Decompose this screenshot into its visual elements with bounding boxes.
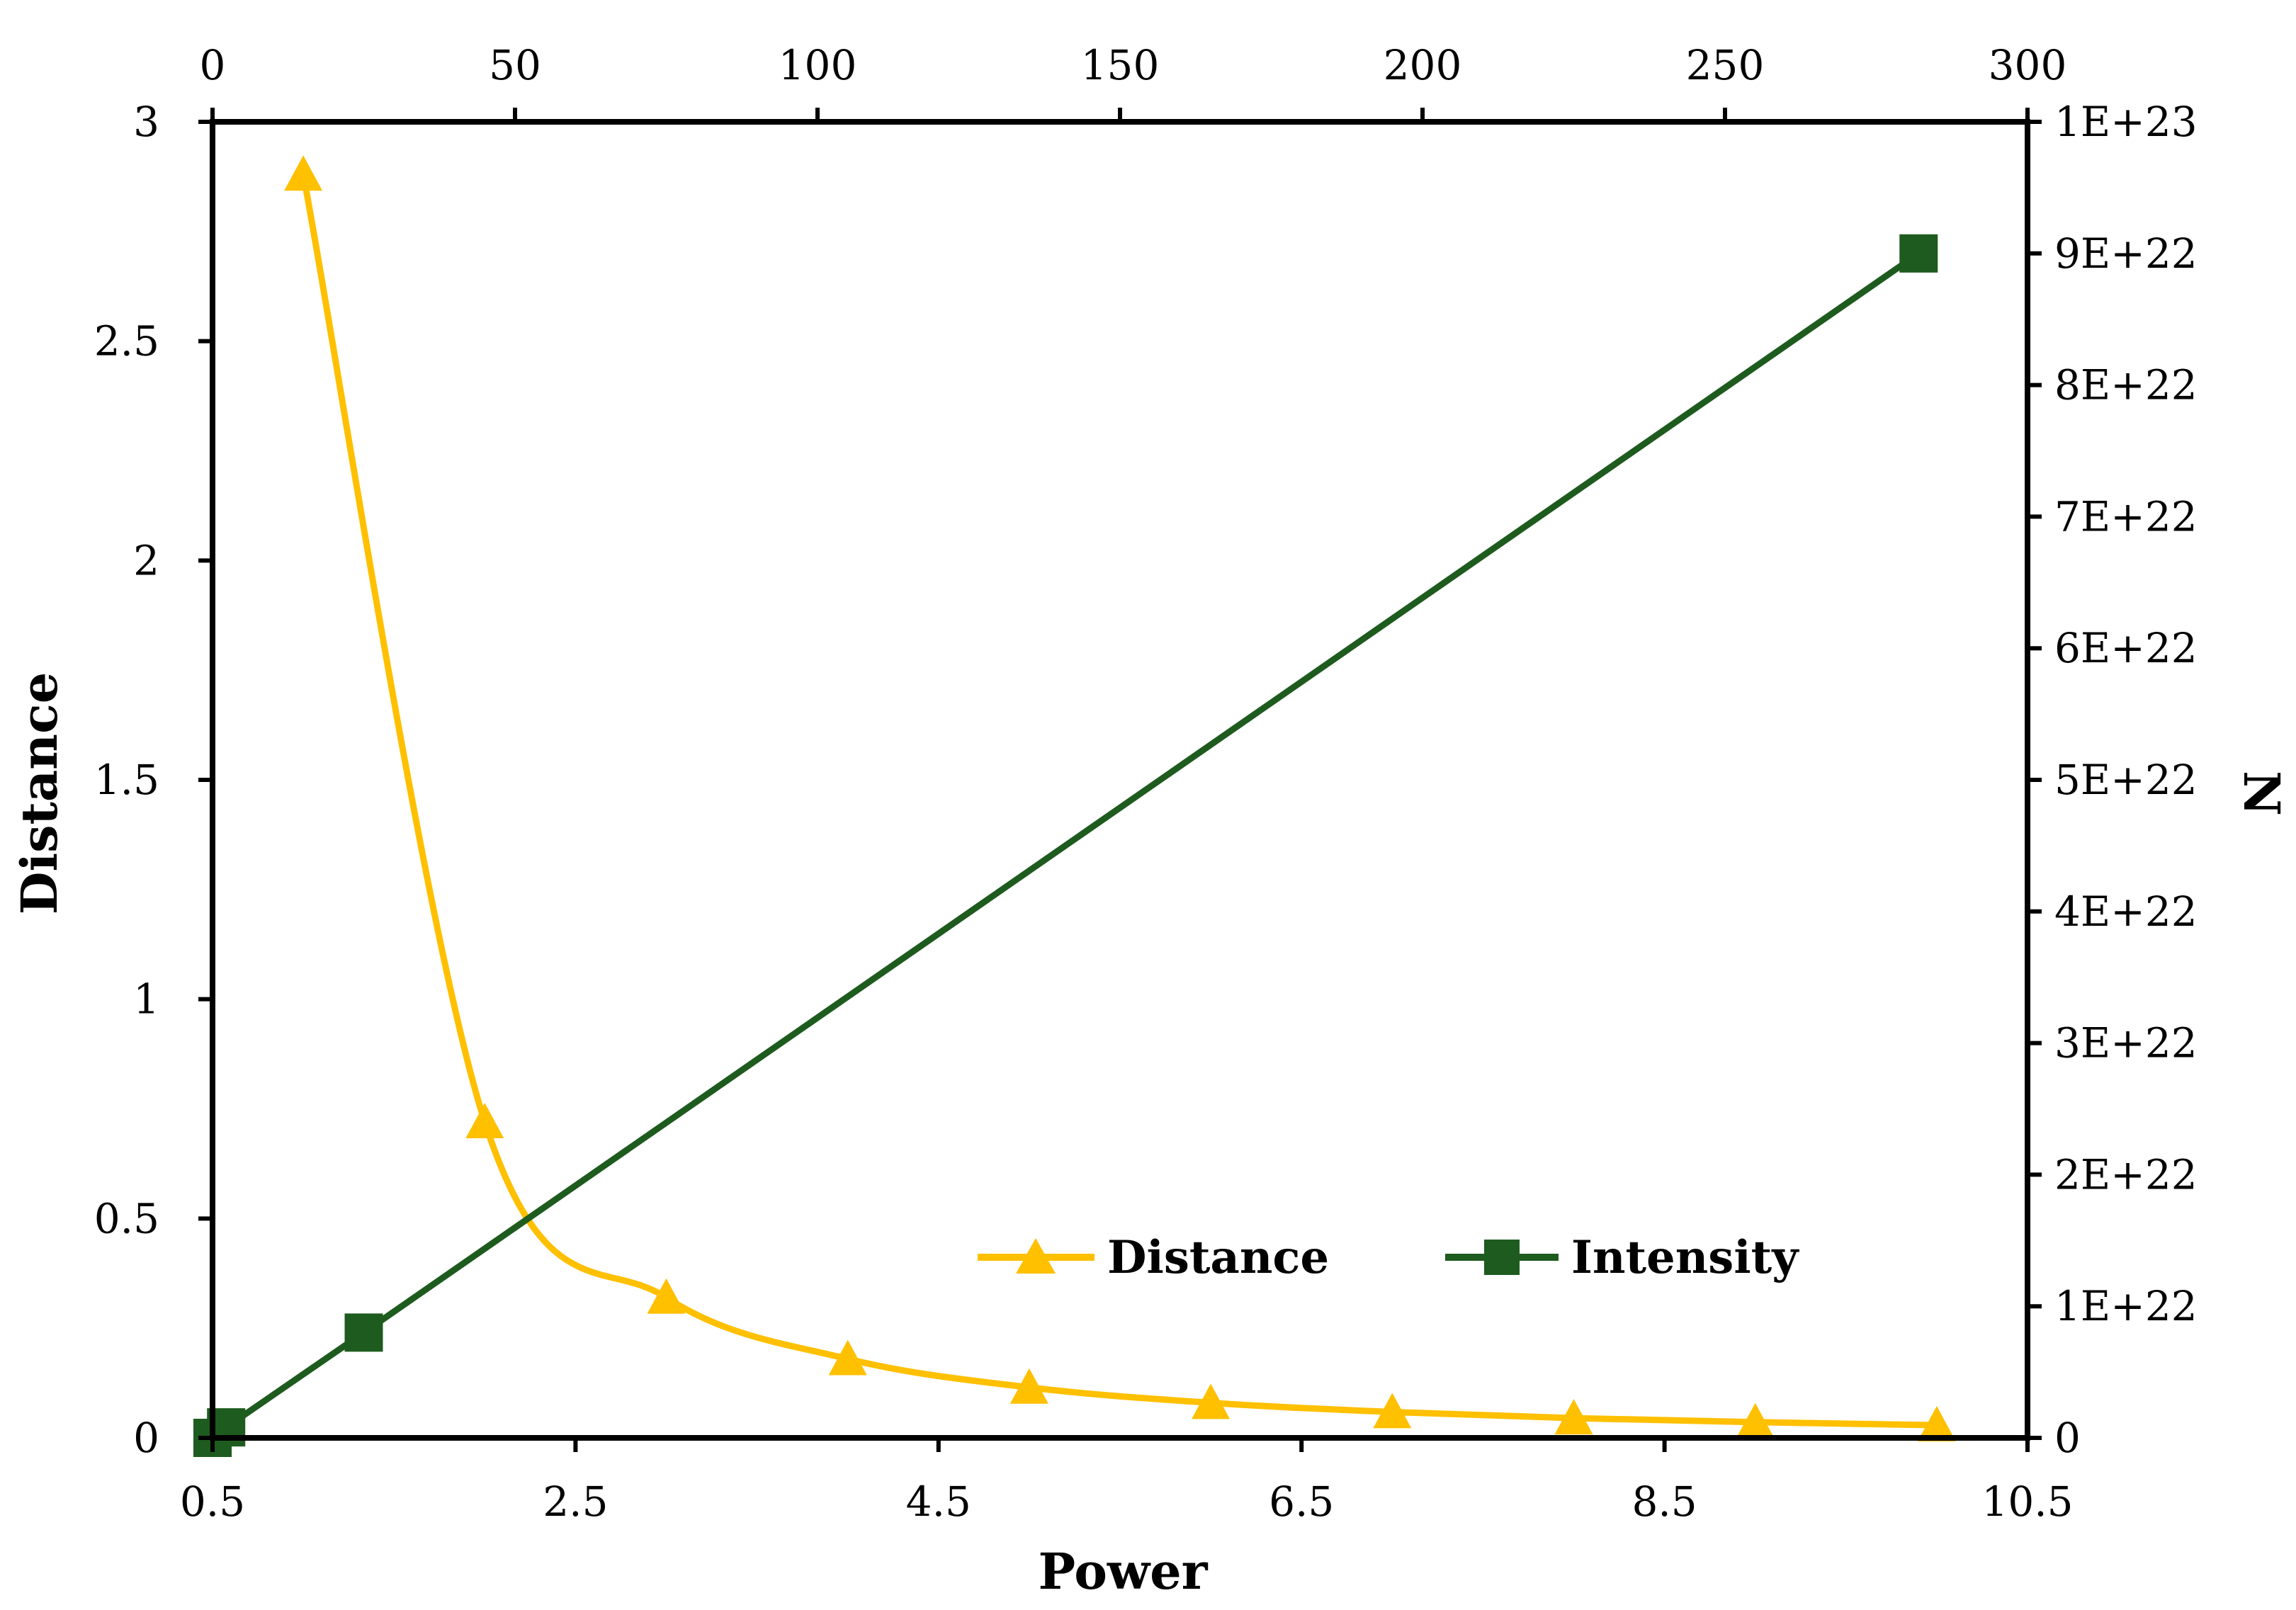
y-tick-label: 3: [133, 98, 159, 146]
y2-tick-label: 5E+22: [2054, 756, 2198, 804]
axes: 0.5 2.5 4.5 6.5 8.5 10.5 0 50 100 150 200 250 300 0 0.…: [94, 41, 2198, 1526]
y-tick-label: 2: [133, 536, 159, 584]
y2-tick-label: 6E+22: [2054, 624, 2198, 672]
x-tick-label: 2.5: [543, 1478, 608, 1526]
data-point-distance: [1373, 1393, 1412, 1429]
x-tick-label: 6.5: [1269, 1478, 1334, 1526]
y2-tick-label: 3E+22: [2054, 1019, 2198, 1067]
data-point-distance: [284, 155, 323, 191]
legend: Distance Intensity: [978, 1231, 1799, 1284]
y-tick-label: 2.5: [94, 317, 159, 365]
series-line-distance: [300, 171, 1940, 1429]
legend-label-intensity: Intensity: [1571, 1231, 1799, 1284]
legend-label-distance: Distance: [1107, 1231, 1329, 1284]
y2-tick-label: 8E+22: [2054, 361, 2198, 409]
x-axis-title: Power: [1038, 1542, 1208, 1601]
x2-tick-label: 0: [200, 41, 226, 89]
y2-axis-title: N: [2232, 771, 2291, 816]
data-point-distance: [465, 1103, 504, 1139]
y2-tick-label: 1E+23: [2054, 98, 2198, 146]
y2-tick-label: 0: [2054, 1414, 2081, 1462]
x-tick-label: 0.5: [180, 1478, 245, 1526]
y-tick-label: 0: [133, 1414, 159, 1462]
y2-tick-label: 4E+22: [2054, 888, 2198, 936]
y-tick-label: 0.5: [94, 1194, 159, 1242]
x2-tick-label: 150: [1081, 41, 1160, 89]
data-point-distance: [1736, 1402, 1775, 1439]
y2-tick-label: 7E+22: [2054, 492, 2198, 540]
data-point-distance: [1554, 1399, 1593, 1435]
data-point-distance: [1010, 1368, 1048, 1404]
y-tick-label: 1.5: [94, 756, 159, 804]
y-axis-title: Distance: [10, 672, 69, 914]
data-point-distance: [828, 1339, 867, 1376]
x-tick-label: 10.5: [1981, 1478, 2073, 1526]
legend-marker-intensity: [1484, 1240, 1520, 1275]
y2-tick-label: 2E+22: [2054, 1150, 2198, 1198]
legend-marker-distance: [1016, 1238, 1056, 1274]
x2-tick-label: 300: [1989, 41, 2067, 89]
data-point-distance: [647, 1278, 686, 1314]
data-point-intensity: [344, 1313, 383, 1352]
x2-tick-label: 50: [489, 41, 541, 89]
data-point-intensity: [1899, 234, 1938, 273]
y2-tick-label: 1E+22: [2054, 1282, 2198, 1330]
x2-tick-label: 200: [1384, 41, 1462, 89]
x-tick-label: 8.5: [1631, 1478, 1697, 1526]
y-tick-label: 1: [133, 975, 159, 1024]
data-point-distance: [1192, 1383, 1231, 1419]
data-point-distance: [1917, 1406, 1956, 1441]
x2-tick-label: 250: [1686, 41, 1765, 89]
x2-tick-label: 100: [779, 41, 857, 89]
y2-tick-label: 9E+22: [2054, 229, 2198, 278]
x-tick-label: 4.5: [906, 1478, 971, 1526]
